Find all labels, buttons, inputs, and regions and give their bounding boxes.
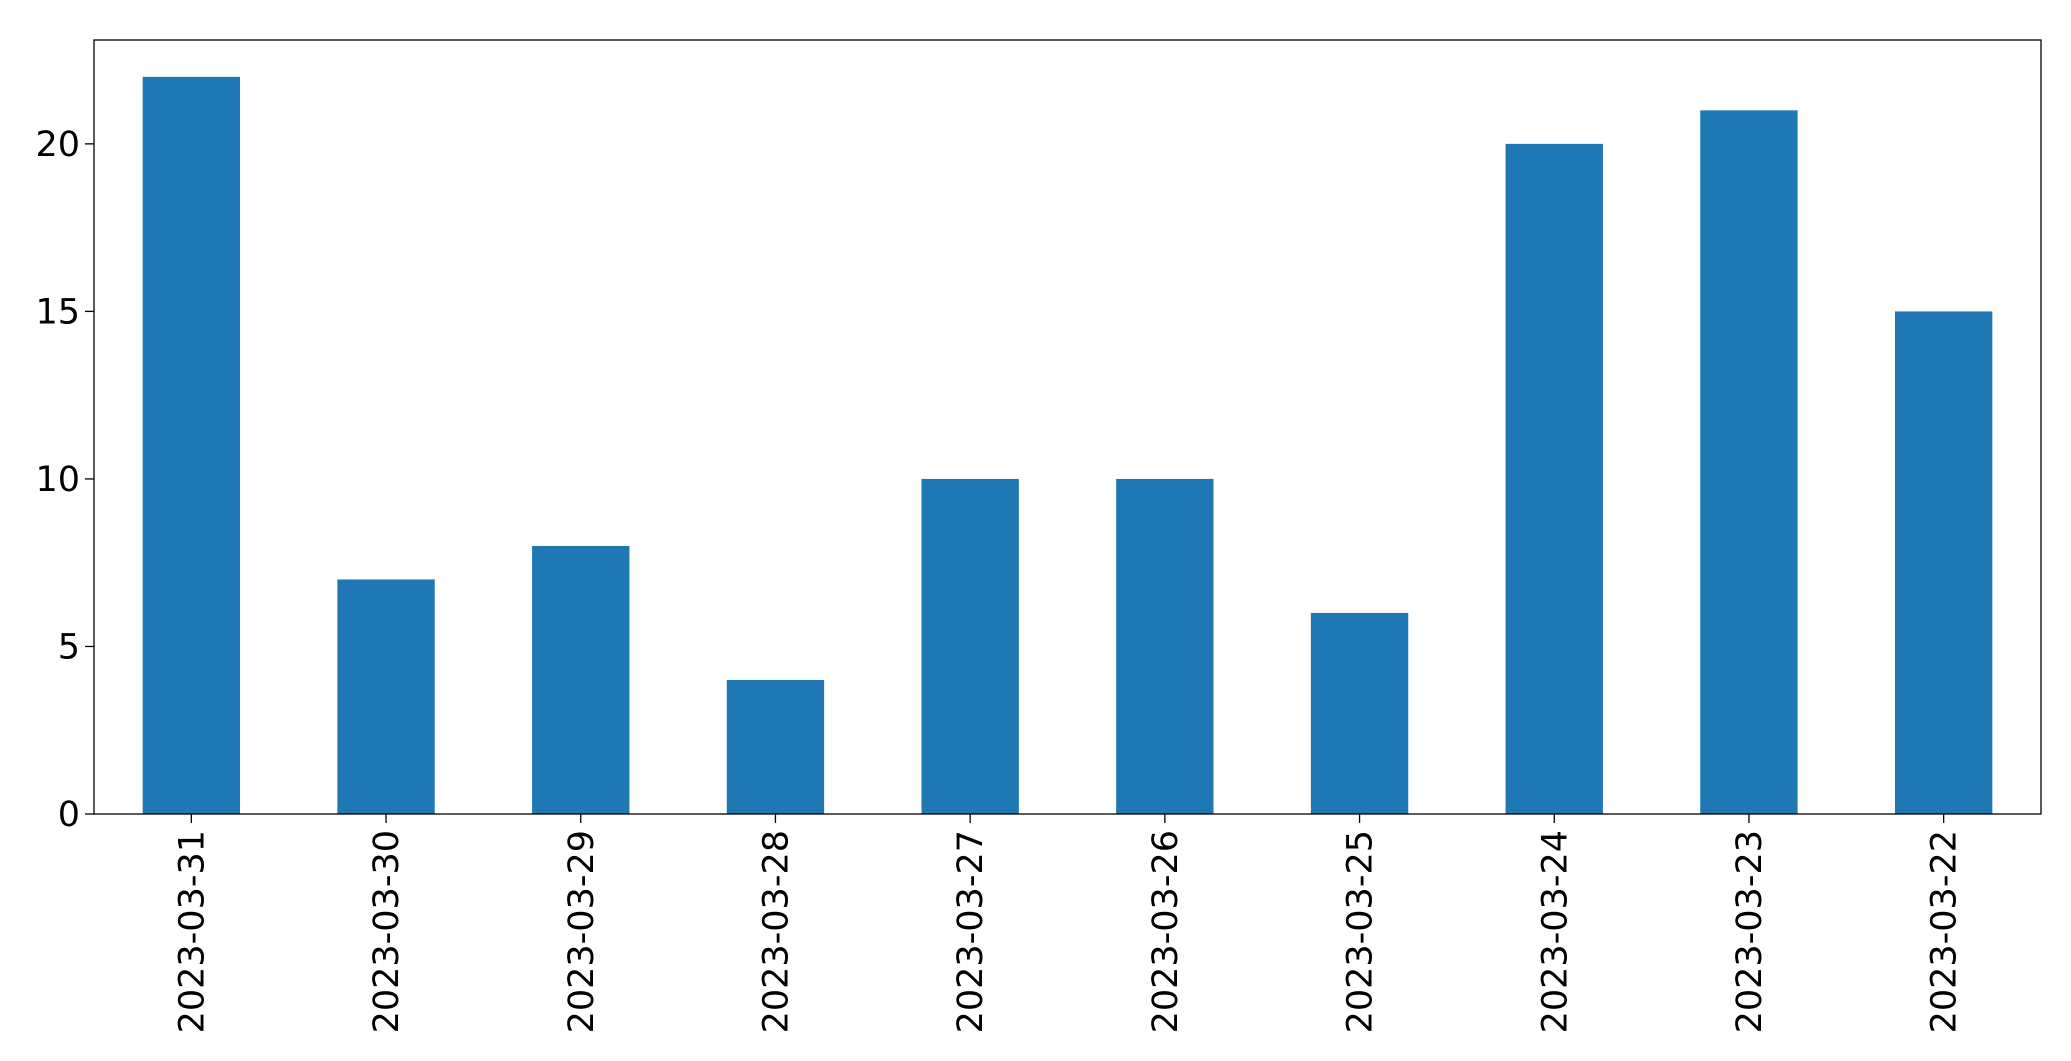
x-axis: 2023-03-31 2023-03-30 2023-03-29 2023-03-28… (172, 814, 1965, 1033)
x-tick-label-2023-03-29: 2023-03-29 (562, 830, 602, 1033)
bar-2023-03-23 (1700, 110, 1798, 815)
bars-layer (142, 76, 1993, 815)
x-tick-label-2023-03-26: 2023-03-26 (1146, 830, 1186, 1033)
x-tick-label-2023-03-27: 2023-03-27 (951, 830, 991, 1033)
x-tick-label-2023-03-31: 2023-03-31 (172, 830, 212, 1033)
x-tick-label-2023-03-22: 2023-03-22 (1925, 830, 1965, 1033)
y-tick-label-15: 15 (35, 292, 80, 332)
x-tick-label-2023-03-25: 2023-03-25 (1341, 830, 1381, 1033)
y-tick-label-10: 10 (35, 460, 80, 500)
x-tick-label-2023-03-30: 2023-03-30 (367, 830, 407, 1033)
y-tick-label-20: 20 (35, 125, 80, 165)
bar-2023-03-31 (142, 76, 241, 815)
bar-2023-03-28 (726, 679, 825, 814)
y-tick-label-0: 0 (58, 795, 80, 835)
bar-2023-03-29 (532, 545, 630, 814)
y-tick-label-5: 5 (58, 627, 80, 667)
bar-2023-03-27 (921, 478, 1019, 814)
plot-frame (93, 39, 2042, 815)
x-tick-label-2023-03-23: 2023-03-23 (1730, 830, 1770, 1033)
y-axis: 0 5 10 15 20 (35, 125, 94, 835)
bar-2023-03-25 (1310, 612, 1409, 814)
x-tick-label-2023-03-28: 2023-03-28 (756, 830, 796, 1033)
x-tick-label-2023-03-24: 2023-03-24 (1535, 830, 1575, 1033)
bar-2023-03-22 (1894, 311, 1993, 814)
bar-2023-03-26 (1116, 478, 1214, 814)
bar-2023-03-30 (337, 579, 435, 814)
bar-2023-03-24 (1505, 143, 1603, 814)
